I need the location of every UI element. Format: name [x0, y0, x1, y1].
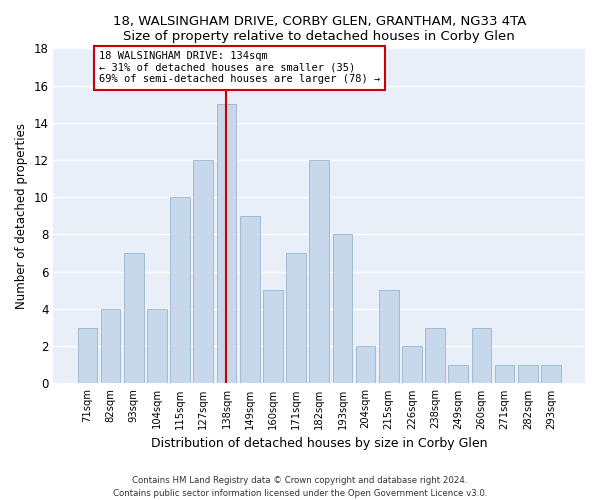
Bar	[170, 198, 190, 384]
Bar	[310, 160, 329, 384]
Bar	[240, 216, 260, 384]
Bar	[286, 253, 306, 384]
Bar	[495, 365, 514, 384]
Bar	[101, 309, 121, 384]
Bar	[77, 328, 97, 384]
Bar	[425, 328, 445, 384]
Bar	[193, 160, 213, 384]
Bar	[472, 328, 491, 384]
X-axis label: Distribution of detached houses by size in Corby Glen: Distribution of detached houses by size …	[151, 437, 487, 450]
Bar	[332, 234, 352, 384]
Y-axis label: Number of detached properties: Number of detached properties	[15, 123, 28, 309]
Title: 18, WALSINGHAM DRIVE, CORBY GLEN, GRANTHAM, NG33 4TA
Size of property relative t: 18, WALSINGHAM DRIVE, CORBY GLEN, GRANTH…	[113, 15, 526, 43]
Bar	[518, 365, 538, 384]
Bar	[124, 253, 143, 384]
Bar	[263, 290, 283, 384]
Bar	[379, 290, 398, 384]
Bar	[356, 346, 376, 384]
Bar	[448, 365, 468, 384]
Bar	[541, 365, 561, 384]
Bar	[217, 104, 236, 384]
Bar	[402, 346, 422, 384]
Text: Contains HM Land Registry data © Crown copyright and database right 2024.
Contai: Contains HM Land Registry data © Crown c…	[113, 476, 487, 498]
Text: 18 WALSINGHAM DRIVE: 134sqm
← 31% of detached houses are smaller (35)
69% of sem: 18 WALSINGHAM DRIVE: 134sqm ← 31% of det…	[99, 51, 380, 84]
Bar	[147, 309, 167, 384]
